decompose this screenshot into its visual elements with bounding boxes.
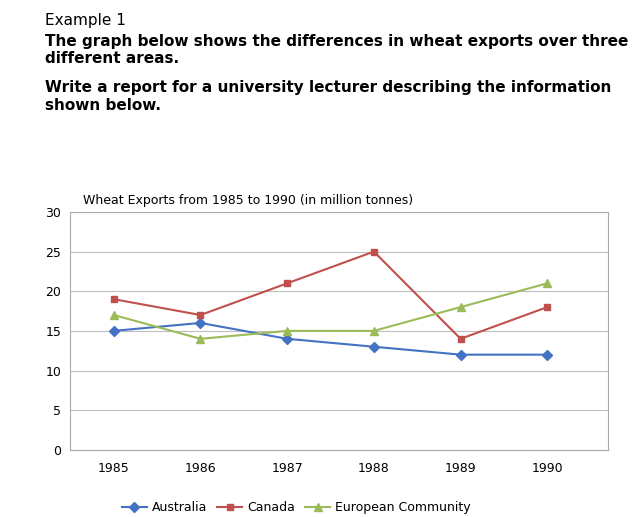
European Community bbox=[457, 304, 465, 310]
Australia bbox=[370, 344, 378, 350]
Legend: Australia, Canada, European Community: Australia, Canada, European Community bbox=[116, 496, 476, 517]
European Community bbox=[284, 328, 291, 334]
Text: The graph below shows the differences in wheat exports over three
different area: The graph below shows the differences in… bbox=[45, 34, 628, 66]
European Community bbox=[370, 328, 378, 334]
Text: Write a report for a university lecturer describing the information
shown below.: Write a report for a university lecturer… bbox=[45, 80, 611, 113]
Line: Canada: Canada bbox=[110, 248, 551, 342]
Canada bbox=[543, 304, 551, 310]
Canada bbox=[370, 249, 378, 255]
Line: European Community: European Community bbox=[109, 279, 552, 343]
European Community bbox=[110, 312, 118, 318]
Text: Example 1: Example 1 bbox=[45, 13, 125, 28]
Australia bbox=[110, 328, 118, 334]
Canada bbox=[457, 336, 465, 342]
Canada bbox=[196, 312, 204, 318]
Australia bbox=[196, 320, 204, 326]
Text: Wheat Exports from 1985 to 1990 (in million tonnes): Wheat Exports from 1985 to 1990 (in mill… bbox=[83, 194, 413, 207]
European Community bbox=[196, 336, 204, 342]
European Community bbox=[543, 280, 551, 286]
Australia bbox=[284, 336, 291, 342]
Canada bbox=[110, 296, 118, 302]
Australia bbox=[457, 352, 465, 358]
Canada bbox=[284, 280, 291, 286]
Australia bbox=[543, 352, 551, 358]
Line: Australia: Australia bbox=[110, 320, 551, 358]
